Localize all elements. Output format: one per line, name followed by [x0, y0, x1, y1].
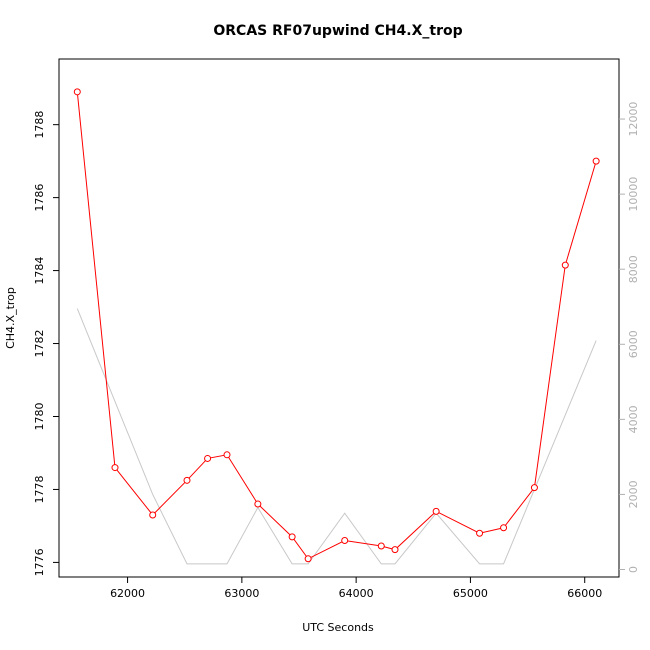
y-left-tick-label: 1778 [33, 475, 46, 503]
x-tick-label: 63000 [224, 587, 259, 600]
y-axis-label: CH4.X_trop [4, 287, 17, 349]
y-right-tick-label: 6000 [627, 330, 640, 358]
y-right-tick-label: 4000 [627, 405, 640, 433]
data-point [288, 533, 296, 541]
data-point [476, 529, 484, 537]
y-left-tick-label: 1782 [33, 330, 46, 358]
data-point [500, 524, 508, 532]
plot-frame [58, 58, 620, 578]
x-tick-label: 64000 [339, 587, 374, 600]
y-left-tick-label: 1780 [33, 402, 46, 430]
series-line-left [76, 91, 597, 560]
y-right-tick-label: 0 [627, 566, 640, 573]
data-point [254, 500, 262, 508]
data-point [149, 511, 157, 519]
data-point [73, 88, 81, 96]
series-layer [73, 88, 600, 565]
y-left-tick-label: 1786 [33, 184, 46, 212]
y-axis-left: 1776 1778 1780 1782 1784 1786 1788 [33, 111, 59, 576]
series-line-right [76, 308, 597, 565]
data-point [204, 454, 212, 462]
data-point [530, 484, 538, 492]
x-axis: 62000 63000 64000 65000 66000 [110, 577, 602, 600]
data-point [304, 555, 312, 563]
data-point [592, 157, 600, 165]
y-left-tick-label: 1788 [33, 111, 46, 139]
y-right-tick-label: 2000 [627, 480, 640, 508]
y-right-tick-label: 8000 [627, 255, 640, 283]
data-point [432, 507, 440, 515]
y-right-tick-label: 10000 [627, 177, 640, 212]
y-left-tick-label: 1784 [33, 257, 46, 285]
data-point [223, 451, 231, 459]
y-axis-right: 0 2000 4000 6000 8000 10000 12000 [619, 102, 640, 573]
data-point [561, 261, 569, 269]
data-point [377, 542, 385, 550]
y-left-tick-label: 1776 [33, 548, 46, 576]
data-point [183, 476, 191, 484]
x-tick-label: 62000 [110, 587, 145, 600]
x-axis-label: UTC Seconds [302, 621, 374, 634]
x-tick-label: 65000 [453, 587, 488, 600]
chart-title: ORCAS RF07upwind CH4.X_trop [213, 23, 462, 39]
data-point [111, 464, 119, 472]
x-tick-label: 66000 [567, 587, 602, 600]
y-right-tick-label: 12000 [627, 102, 640, 137]
data-point [391, 546, 399, 554]
data-point [341, 537, 349, 545]
